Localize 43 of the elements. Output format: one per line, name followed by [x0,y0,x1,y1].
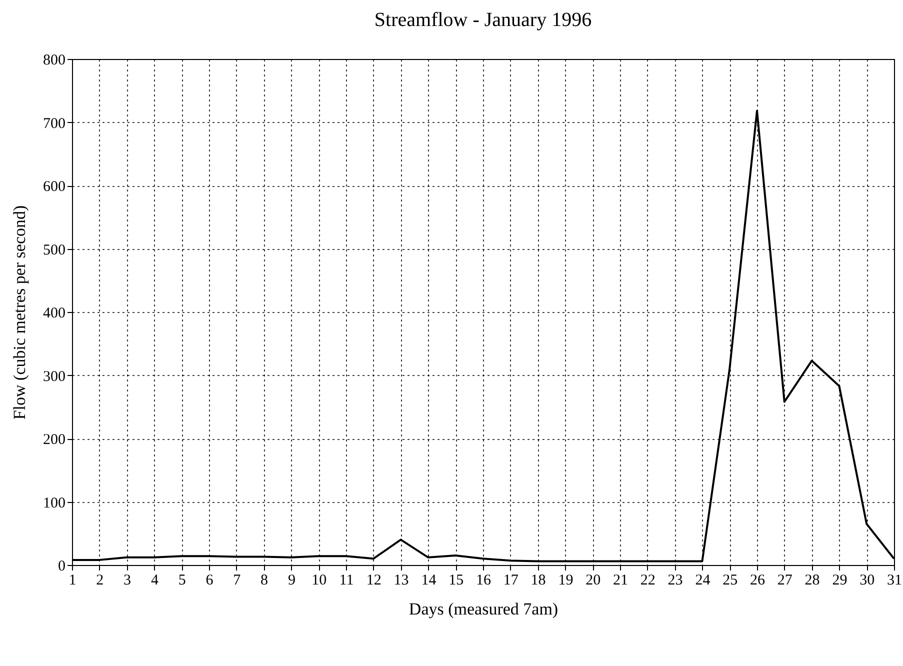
y-tick-label: 500 [43,242,66,258]
x-tick-label: 15 [448,572,464,588]
x-tick-label: 12 [366,572,382,588]
y-tick-label: 600 [43,179,66,195]
x-tick-label: 10 [312,572,327,588]
x-tick-label: 27 [777,572,793,588]
x-tick-label: 20 [586,572,601,588]
x-tick-label: 14 [421,572,437,588]
x-tick-label: 6 [206,572,214,588]
x-tick-label: 16 [476,572,492,588]
x-tick-label: 24 [695,572,711,588]
x-tick-label: 9 [288,572,296,588]
x-tick-label: 26 [750,572,766,588]
y-tick-label: 100 [43,495,66,512]
y-tick-label: 800 [43,52,66,68]
x-tick-label: 1 [68,572,76,588]
y-tick-label: 200 [43,432,66,448]
x-tick-label: 2 [96,572,104,588]
x-tick-label: 22 [640,572,656,588]
x-tick-label: 5 [178,572,186,588]
chart-title: Streamflow - January 1996 [374,9,592,31]
y-axis-title: Flow (cubic metres per second) [10,205,29,420]
x-tick-label: 4 [150,572,159,588]
x-tick-label: 13 [394,572,409,588]
x-tick-label: 18 [530,572,546,588]
x-tick-label: 7 [233,572,242,588]
x-tick-label: 28 [804,572,820,588]
x-tick-label: 19 [558,572,574,588]
y-tick-label: 700 [43,116,66,132]
x-tick-label: 11 [339,572,354,588]
x-tick-label: 29 [832,572,848,588]
x-tick-label: 23 [668,572,683,588]
x-tick-label: 17 [503,572,519,588]
y-tick-label: 400 [43,306,66,322]
x-tick-label: 31 [887,572,902,588]
x-tick-label: 25 [722,572,738,588]
x-tick-label: 30 [860,572,875,588]
x-axis-title: Days (measured 7am) [408,600,558,618]
x-tick-label: 8 [260,572,268,588]
x-tick-label: 3 [124,572,132,588]
y-tick-label: 300 [43,368,66,385]
y-tick-label: 0 [58,558,66,574]
x-tick-label: 21 [613,572,628,588]
